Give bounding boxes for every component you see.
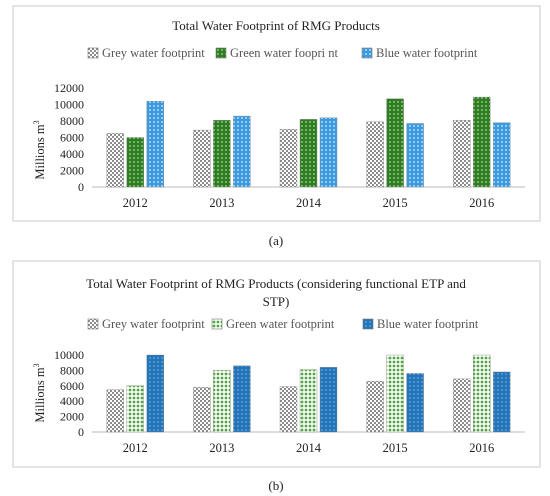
legend-a: Grey water footprint Green water foopri n… bbox=[87, 46, 478, 60]
bar-green-2014-b bbox=[299, 369, 318, 433]
y-tick-label-a: 6000 bbox=[60, 131, 84, 145]
chart-frame-a bbox=[12, 5, 541, 222]
chart-title-b-line2: STP) bbox=[263, 294, 290, 309]
y-axis-label-a: Millions m3 bbox=[32, 120, 47, 179]
x-category-label-a: 2013 bbox=[209, 196, 234, 210]
y-tick-label-b: 4000 bbox=[60, 394, 84, 408]
bar-grey-2015-b bbox=[366, 380, 384, 433]
bar-blue-2016-b bbox=[493, 371, 511, 433]
bar-blue-2015-b bbox=[406, 373, 424, 433]
x-category-label-b: 2014 bbox=[296, 441, 322, 455]
bar-green-2013-b bbox=[213, 370, 231, 433]
caption-b: (b) bbox=[268, 478, 283, 493]
y-axis-label-b: Millions m3 bbox=[32, 363, 47, 422]
bar-grey-2015-a bbox=[366, 121, 384, 188]
bar-blue-2013-b bbox=[233, 365, 251, 433]
bar-grey-2013-b bbox=[193, 387, 211, 433]
bar-green-2015-a bbox=[386, 98, 404, 188]
y-tick-label-b: 8000 bbox=[60, 363, 84, 377]
legend-swatch-grey-a bbox=[87, 47, 99, 59]
bar-grey-2012-a bbox=[106, 133, 125, 188]
y-tick-label-b: 2000 bbox=[60, 410, 84, 424]
bar-green-2015-b bbox=[386, 354, 404, 433]
y-tick-label-a: 0 bbox=[78, 180, 84, 194]
legend-label-grey-a: Grey water footprint bbox=[102, 46, 205, 60]
x-category-label-b: 2015 bbox=[383, 441, 408, 455]
x-category-label-b: 2016 bbox=[469, 441, 494, 455]
chart-panel-a: Total Water Footprint of RMG Products Gr… bbox=[12, 5, 541, 248]
bar-grey-2012-b bbox=[106, 389, 125, 433]
y-tick-label-a: 10000 bbox=[54, 98, 84, 112]
y-tick-label-b: 10000 bbox=[54, 348, 84, 362]
bar-blue-2014-a bbox=[319, 117, 338, 188]
y-tick-label-b: 0 bbox=[78, 425, 84, 439]
bar-blue-2014-b bbox=[319, 367, 338, 433]
bar-green-2014-a bbox=[299, 119, 318, 188]
x-category-label-a: 2014 bbox=[296, 196, 322, 210]
bar-green-2016-b bbox=[473, 354, 491, 433]
chart-frame-b bbox=[12, 260, 541, 468]
bar-blue-2013-a bbox=[233, 115, 251, 188]
bar-grey-2016-a bbox=[453, 119, 471, 188]
x-category-label-a: 2016 bbox=[469, 196, 494, 210]
y-tick-label-a: 2000 bbox=[60, 164, 84, 178]
x-category-label-a: 2015 bbox=[383, 196, 408, 210]
x-category-label-b: 2012 bbox=[123, 441, 148, 455]
legend-label-blue-b: Blue water footprint bbox=[377, 317, 479, 331]
legend-label-green-b: Green water footprint bbox=[226, 317, 335, 331]
legend-swatch-green-b bbox=[211, 318, 223, 330]
bar-grey-2014-a bbox=[279, 129, 298, 188]
bar-grey-2014-b bbox=[279, 386, 298, 433]
bar-blue-2016-a bbox=[493, 122, 511, 188]
bar-blue-2012-a bbox=[146, 100, 165, 188]
legend-swatch-green-a bbox=[215, 47, 227, 59]
bar-green-2012-b bbox=[126, 385, 145, 433]
chart-title-a: Total Water Footprint of RMG Products bbox=[172, 18, 380, 33]
bar-blue-2015-a bbox=[406, 123, 424, 188]
legend-label-grey-b: Grey water footprint bbox=[102, 317, 205, 331]
legend-label-green-a: Green water foopri nt bbox=[230, 46, 338, 60]
legend-swatch-blue-b bbox=[362, 318, 374, 330]
bar-green-2012-a bbox=[126, 137, 145, 188]
caption-a: (a) bbox=[269, 233, 283, 248]
legend-swatch-blue-a bbox=[361, 47, 373, 59]
legend-b: Grey water footprint Green water footprin… bbox=[87, 317, 479, 331]
y-tick-label-b: 6000 bbox=[60, 379, 84, 393]
y-tick-label-a: 12000 bbox=[54, 81, 84, 95]
x-category-label-b: 2013 bbox=[209, 441, 234, 455]
y-tick-label-a: 4000 bbox=[60, 147, 84, 161]
bar-grey-2016-b bbox=[453, 378, 471, 433]
plot-area-a: 0 2000 4000 6000 8000 10000 12000 2012 2013 2014 2… bbox=[54, 81, 525, 210]
legend-label-blue-a: Blue water footprint bbox=[376, 46, 478, 60]
bar-blue-2012-b bbox=[146, 354, 165, 433]
bar-green-2013-a bbox=[213, 119, 231, 188]
y-tick-label-a: 8000 bbox=[60, 114, 84, 128]
chart-title-b: Total Water Footprint of RMG Products (c… bbox=[86, 276, 466, 291]
bar-grey-2013-a bbox=[193, 129, 211, 188]
bar-green-2016-a bbox=[473, 96, 491, 188]
x-category-label-a: 2012 bbox=[123, 196, 148, 210]
chart-panel-b: Total Water Footprint of RMG Products (c… bbox=[12, 260, 541, 493]
legend-swatch-grey-b bbox=[87, 318, 99, 330]
